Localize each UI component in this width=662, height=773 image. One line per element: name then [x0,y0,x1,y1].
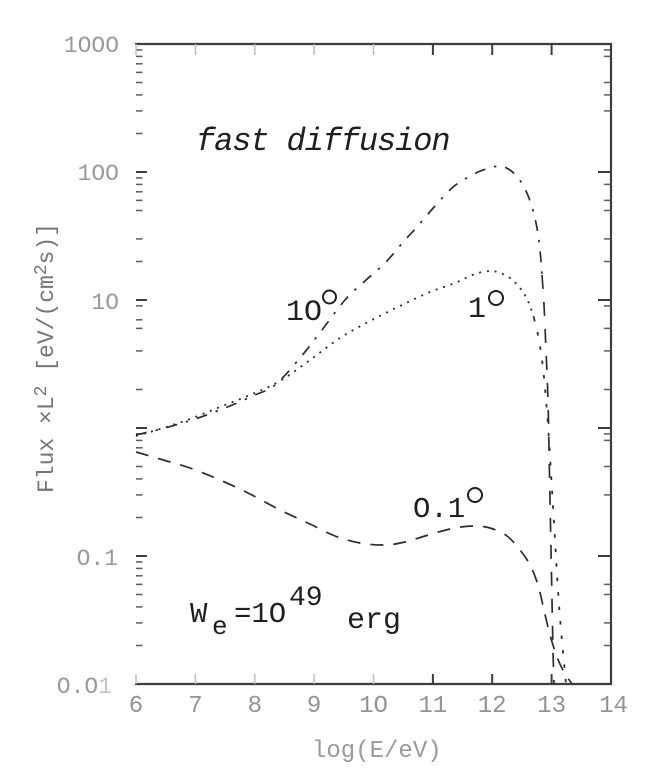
svg-text:11: 11 [418,693,447,720]
svg-text:O.1: O.1 [77,546,118,572]
svg-text:Flux ×L2 [eV/(cm2s)]: Flux ×L2 [eV/(cm2s)] [32,223,60,493]
svg-text:9: 9 [307,693,321,720]
svg-text:e: e [212,612,228,642]
svg-text:1OOO: 1OOO [64,33,119,59]
svg-text:W: W [190,598,208,631]
svg-text:1O: 1O [286,296,322,330]
svg-text:log(E/eV): log(E/eV) [312,738,442,765]
svg-text:7: 7 [188,693,202,720]
svg-text:1O: 1O [359,693,388,720]
svg-text:O.1: O.1 [413,493,465,526]
svg-text:1OO: 1OO [78,161,119,187]
svg-text:8: 8 [248,693,262,720]
svg-text:1O: 1O [91,290,119,316]
svg-text:12: 12 [478,693,507,720]
svg-text:erg: erg [347,604,401,638]
svg-text:=1O: =1O [234,598,286,631]
svg-text:14: 14 [599,693,628,720]
svg-text:1: 1 [468,293,486,327]
svg-text:fast diffusion: fast diffusion [196,123,449,160]
svg-text:O.O1: O.O1 [57,674,112,700]
svg-text:49: 49 [289,583,323,614]
svg-text:6: 6 [129,693,143,720]
svg-text:13: 13 [537,693,566,720]
